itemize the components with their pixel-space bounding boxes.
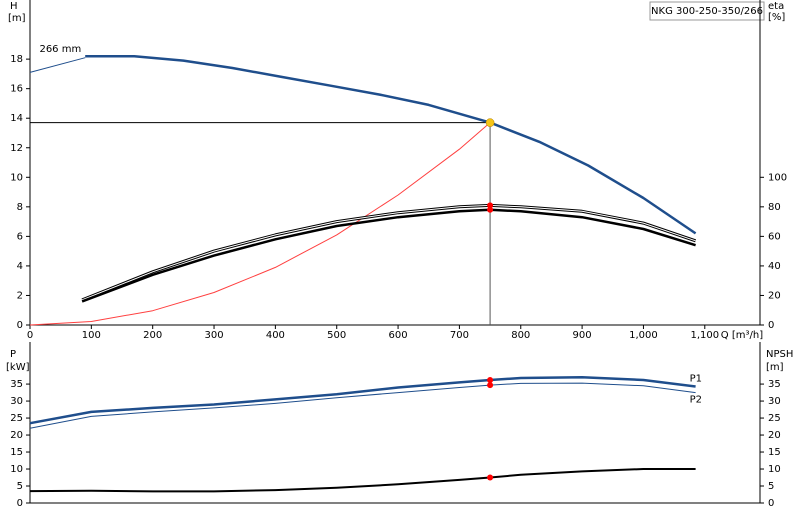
y2-tick-label: 0 bbox=[768, 498, 774, 509]
y2-tick-label: 25 bbox=[768, 413, 781, 424]
x-tick-label: 1,100 bbox=[690, 330, 719, 341]
y-tick-label: 15 bbox=[10, 447, 23, 458]
curve bbox=[29, 57, 86, 73]
x-tick-label: 700 bbox=[450, 330, 469, 341]
x-tick-label: 200 bbox=[143, 330, 162, 341]
y-tick-label: 5 bbox=[17, 481, 23, 492]
marker bbox=[487, 376, 494, 383]
series-label: P2 bbox=[690, 395, 702, 406]
y-tick-label: 8 bbox=[17, 202, 23, 213]
y2-tick-label: 10 bbox=[768, 464, 781, 475]
y2-tick-label: 60 bbox=[768, 231, 781, 242]
y-label: H bbox=[10, 1, 18, 12]
y-tick-label: 30 bbox=[10, 396, 23, 407]
x-label: Q [m³/h] bbox=[721, 330, 763, 341]
y-tick-label: 0 bbox=[17, 320, 23, 331]
y2-unit: [m] bbox=[766, 362, 784, 373]
title-box bbox=[649, 1, 765, 21]
y-unit: [kW] bbox=[6, 362, 30, 373]
curve bbox=[85, 54, 697, 235]
curve bbox=[29, 122, 491, 326]
y2-tick-label: 80 bbox=[768, 202, 781, 213]
x-tick-label: 600 bbox=[389, 330, 408, 341]
y2-unit: [%] bbox=[768, 12, 785, 23]
curve bbox=[29, 376, 696, 425]
y2-tick-label: 30 bbox=[768, 396, 781, 407]
curve bbox=[29, 468, 696, 493]
y-label: P bbox=[10, 349, 16, 360]
y2-tick-label: 0 bbox=[768, 320, 774, 331]
y-tick-label: 20 bbox=[10, 430, 23, 441]
y-tick-label: 2 bbox=[17, 290, 23, 301]
curve bbox=[29, 382, 696, 429]
y-tick-label: 18 bbox=[10, 54, 23, 65]
y2-tick-label: 15 bbox=[768, 447, 781, 458]
x-tick-label: 900 bbox=[573, 330, 592, 341]
marker bbox=[487, 206, 494, 213]
chart-title: NKG 300-250-350/266 bbox=[651, 6, 763, 17]
y-tick-label: 10 bbox=[10, 464, 23, 475]
curve bbox=[81, 208, 696, 303]
marker bbox=[487, 202, 494, 209]
y-tick-label: 10 bbox=[10, 172, 23, 183]
series-label: P1 bbox=[690, 373, 702, 384]
y2-label: eta bbox=[768, 1, 784, 12]
y2-tick-label: 35 bbox=[768, 379, 781, 390]
x-tick-label: 300 bbox=[204, 330, 223, 341]
series-label: 266 mm bbox=[39, 44, 81, 55]
y-tick-label: 4 bbox=[17, 261, 23, 272]
y-unit: [m] bbox=[8, 13, 26, 24]
y2-tick-label: 20 bbox=[768, 430, 781, 441]
y-tick-label: 16 bbox=[10, 84, 23, 95]
y2-label: NPSH bbox=[766, 349, 793, 360]
marker bbox=[485, 118, 495, 127]
y-tick-label: 12 bbox=[10, 143, 23, 154]
y2-tick-label: 100 bbox=[768, 172, 787, 183]
marker bbox=[487, 474, 494, 481]
marker bbox=[487, 382, 494, 389]
x-tick-label: 500 bbox=[327, 330, 346, 341]
x-tick-label: 1,000 bbox=[629, 330, 658, 341]
y-tick-label: 35 bbox=[10, 379, 23, 390]
x-tick-label: 800 bbox=[511, 330, 530, 341]
y-tick-label: 14 bbox=[10, 113, 23, 124]
x-tick-label: 100 bbox=[82, 330, 101, 341]
y2-tick-label: 20 bbox=[768, 290, 781, 301]
y-tick-label: 25 bbox=[10, 413, 23, 424]
y2-tick-label: 5 bbox=[768, 481, 774, 492]
x-tick-label: 0 bbox=[27, 330, 33, 341]
x-tick-label: 400 bbox=[266, 330, 285, 341]
y2-tick-label: 40 bbox=[768, 261, 781, 272]
y-tick-label: 6 bbox=[17, 231, 23, 242]
y-tick-label: 0 bbox=[17, 498, 23, 509]
curve-inner bbox=[81, 204, 696, 301]
